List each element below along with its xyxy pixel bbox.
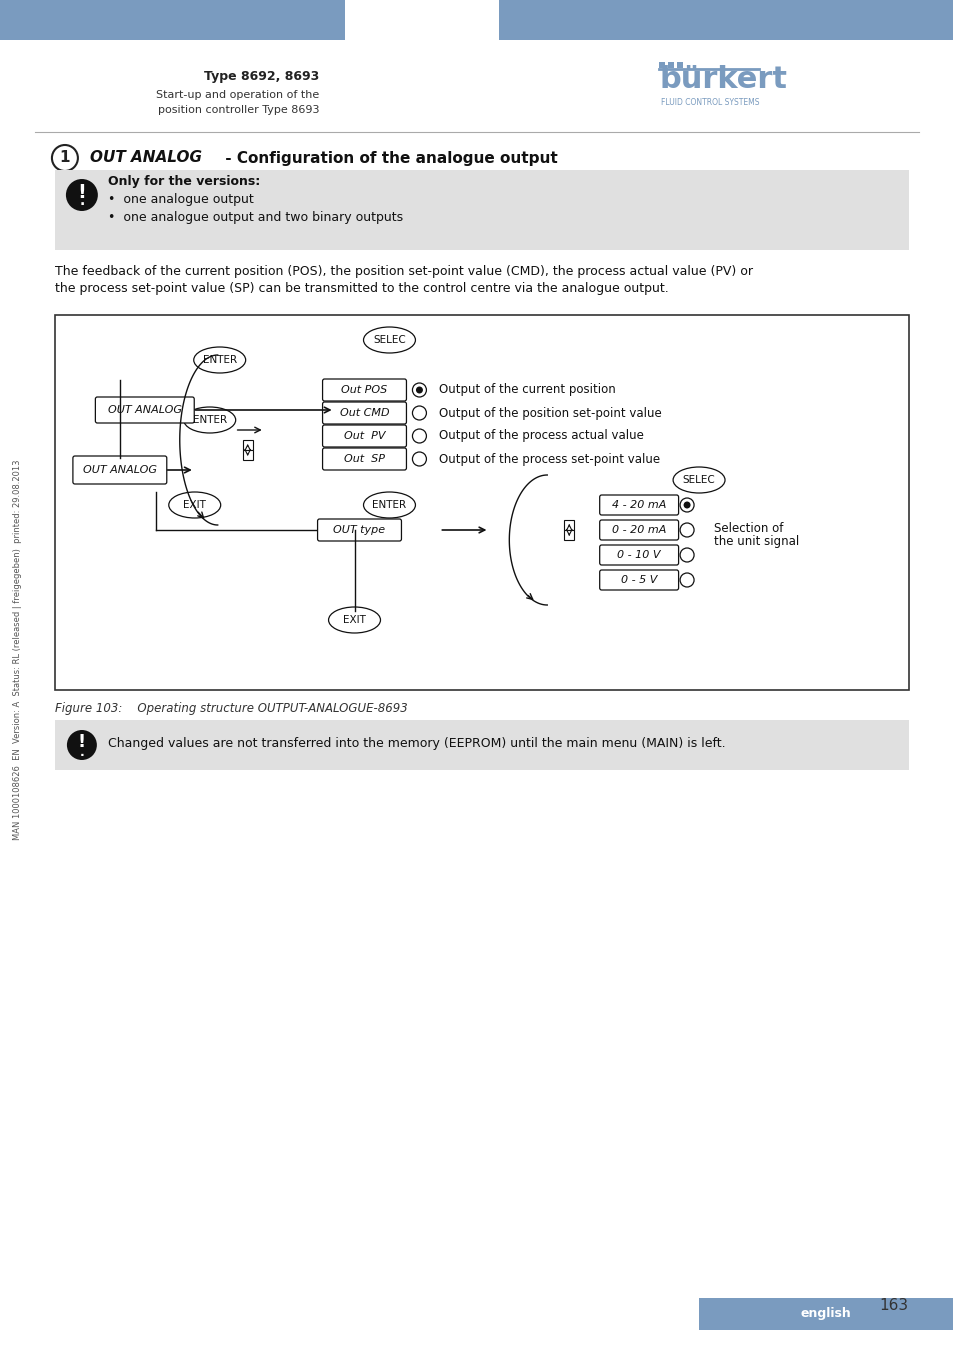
FancyBboxPatch shape	[322, 448, 406, 470]
FancyBboxPatch shape	[55, 315, 908, 690]
FancyBboxPatch shape	[95, 397, 194, 423]
Text: 163: 163	[879, 1297, 908, 1312]
Ellipse shape	[184, 406, 235, 433]
Text: Output of the process set-point value: Output of the process set-point value	[439, 452, 659, 466]
Text: OUT ANALOG: OUT ANALOG	[90, 150, 202, 166]
Text: - Configuration of the analogue output: - Configuration of the analogue output	[219, 150, 557, 166]
Text: Output of the position set-point value: Output of the position set-point value	[439, 406, 661, 420]
Text: english: english	[800, 1308, 850, 1320]
Text: Only for the versions:: Only for the versions:	[108, 176, 260, 189]
Circle shape	[412, 406, 426, 420]
Text: .: .	[79, 745, 84, 759]
FancyBboxPatch shape	[667, 62, 674, 68]
FancyBboxPatch shape	[599, 545, 678, 566]
Ellipse shape	[363, 491, 415, 518]
Text: Out  PV: Out PV	[343, 431, 385, 441]
Text: Output of the process actual value: Output of the process actual value	[439, 429, 643, 443]
Ellipse shape	[169, 491, 220, 518]
Text: OUT ANALOG: OUT ANALOG	[108, 405, 182, 414]
Text: Output of the current position: Output of the current position	[439, 383, 616, 397]
Text: 4 - 20 mA: 4 - 20 mA	[611, 500, 665, 510]
Circle shape	[66, 180, 98, 211]
Circle shape	[412, 429, 426, 443]
Text: •  one analogue output and two binary outputs: • one analogue output and two binary out…	[108, 211, 402, 224]
Circle shape	[412, 383, 426, 397]
Text: EXIT: EXIT	[343, 616, 366, 625]
Text: !: !	[78, 733, 86, 751]
Text: 0 - 10 V: 0 - 10 V	[617, 549, 660, 560]
Text: .: .	[79, 194, 85, 208]
FancyBboxPatch shape	[242, 450, 253, 460]
Text: 0 - 20 mA: 0 - 20 mA	[611, 525, 665, 535]
Text: Figure 103:    Operating structure OUTPUT-ANALOGUE-8693: Figure 103: Operating structure OUTPUT-A…	[55, 702, 407, 716]
Text: ENTER: ENTER	[202, 355, 236, 364]
Text: •  one analogue output: • one analogue output	[108, 193, 253, 207]
FancyBboxPatch shape	[599, 495, 678, 514]
Ellipse shape	[363, 327, 415, 352]
Text: FLUID CONTROL SYSTEMS: FLUID CONTROL SYSTEMS	[660, 99, 759, 107]
Text: OUT ANALOG: OUT ANALOG	[83, 464, 156, 475]
Circle shape	[679, 522, 694, 537]
FancyBboxPatch shape	[322, 425, 406, 447]
FancyBboxPatch shape	[563, 531, 574, 540]
Ellipse shape	[193, 347, 246, 373]
Text: ENTER: ENTER	[372, 500, 406, 510]
FancyBboxPatch shape	[659, 62, 664, 68]
Ellipse shape	[673, 467, 724, 493]
Circle shape	[416, 386, 422, 393]
Text: MAN 1000108626  EN  Version: A  Status: RL (released | freigegeben)  printed: 29: MAN 1000108626 EN Version: A Status: RL …	[13, 460, 23, 840]
FancyBboxPatch shape	[55, 170, 908, 250]
Text: the process set-point value (SP) can be transmitted to the control centre via th: the process set-point value (SP) can be …	[55, 282, 668, 296]
Text: 1: 1	[60, 150, 71, 166]
FancyBboxPatch shape	[699, 1297, 952, 1330]
Circle shape	[679, 572, 694, 587]
Text: The feedback of the current position (POS), the position set-point value (CMD), : The feedback of the current position (PO…	[55, 265, 752, 278]
Text: Out CMD: Out CMD	[339, 408, 389, 418]
FancyBboxPatch shape	[72, 456, 167, 485]
Text: !: !	[77, 182, 86, 201]
Ellipse shape	[328, 608, 380, 633]
FancyBboxPatch shape	[242, 440, 253, 450]
FancyBboxPatch shape	[599, 520, 678, 540]
Text: Start-up and operation of the: Start-up and operation of the	[156, 90, 319, 100]
Text: Changed values are not transferred into the memory (EEPROM) until the main menu : Changed values are not transferred into …	[108, 737, 724, 751]
Circle shape	[412, 452, 426, 466]
FancyBboxPatch shape	[55, 720, 908, 770]
FancyBboxPatch shape	[677, 62, 682, 68]
Circle shape	[683, 501, 690, 509]
Text: the unit signal: the unit signal	[713, 536, 799, 548]
FancyBboxPatch shape	[563, 520, 574, 531]
Text: bürkert: bürkert	[659, 66, 786, 95]
Text: position controller Type 8693: position controller Type 8693	[158, 105, 319, 115]
FancyBboxPatch shape	[322, 402, 406, 424]
Text: Out  SP: Out SP	[344, 454, 385, 464]
Text: Type 8692, 8693: Type 8692, 8693	[204, 70, 319, 82]
Text: Out POS: Out POS	[341, 385, 387, 396]
FancyBboxPatch shape	[322, 379, 406, 401]
Text: SELEC: SELEC	[682, 475, 715, 485]
Text: SELEC: SELEC	[373, 335, 405, 346]
Text: EXIT: EXIT	[183, 500, 206, 510]
Text: ENTER: ENTER	[193, 414, 227, 425]
Circle shape	[679, 498, 694, 512]
Circle shape	[679, 548, 694, 562]
Text: OUT type: OUT type	[334, 525, 385, 535]
FancyBboxPatch shape	[599, 570, 678, 590]
FancyBboxPatch shape	[498, 0, 952, 40]
Text: Selection of: Selection of	[713, 521, 782, 535]
FancyBboxPatch shape	[317, 518, 401, 541]
Text: 0 - 5 V: 0 - 5 V	[620, 575, 657, 585]
FancyBboxPatch shape	[0, 0, 344, 40]
Circle shape	[67, 730, 97, 760]
